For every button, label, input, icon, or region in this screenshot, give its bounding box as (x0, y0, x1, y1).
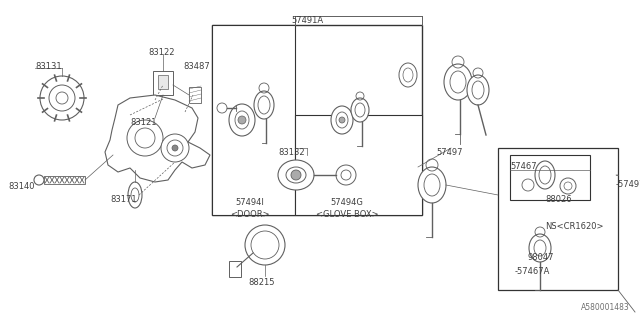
Circle shape (245, 225, 285, 265)
Circle shape (161, 134, 189, 162)
Text: -57467A: -57467A (515, 267, 550, 276)
Bar (153, 71, 173, 95)
Circle shape (172, 145, 178, 151)
Circle shape (339, 117, 345, 123)
Bar (189, 87, 201, 103)
Text: 83140: 83140 (8, 182, 35, 191)
Ellipse shape (331, 106, 353, 134)
Circle shape (560, 178, 576, 194)
Bar (498, 148, 618, 290)
Bar (44, 176, 85, 184)
Ellipse shape (128, 182, 142, 208)
Ellipse shape (278, 160, 314, 190)
Circle shape (135, 128, 155, 148)
Text: 88026: 88026 (545, 195, 572, 204)
Text: 83121: 83121 (130, 118, 157, 127)
Circle shape (167, 140, 183, 156)
Circle shape (56, 92, 68, 104)
Ellipse shape (535, 161, 555, 189)
Ellipse shape (336, 112, 348, 128)
Ellipse shape (336, 165, 356, 185)
Text: 83131: 83131 (35, 62, 61, 71)
Ellipse shape (529, 234, 551, 262)
Circle shape (291, 170, 301, 180)
Bar (510, 155, 590, 200)
Ellipse shape (399, 63, 417, 87)
Bar (229, 261, 241, 277)
Circle shape (217, 103, 227, 113)
Circle shape (49, 85, 75, 111)
Ellipse shape (351, 98, 369, 122)
Circle shape (34, 175, 44, 185)
Circle shape (127, 120, 163, 156)
Text: 83122: 83122 (148, 48, 175, 57)
Text: 57467: 57467 (510, 162, 536, 171)
Bar (212, 25, 422, 215)
Text: 88215: 88215 (248, 278, 275, 287)
Ellipse shape (229, 104, 255, 136)
Ellipse shape (418, 167, 446, 203)
Text: 83171: 83171 (110, 195, 136, 204)
Bar (212, 25, 295, 215)
Ellipse shape (286, 167, 306, 183)
Text: 98047: 98047 (528, 253, 554, 262)
Circle shape (522, 179, 534, 191)
Text: 83487: 83487 (183, 62, 210, 71)
Bar (295, 115, 422, 215)
Ellipse shape (254, 91, 274, 119)
Text: -57497A: -57497A (616, 180, 640, 189)
Text: 83132: 83132 (278, 148, 305, 157)
Bar (158, 75, 168, 89)
Ellipse shape (444, 64, 472, 100)
Circle shape (238, 116, 246, 124)
Ellipse shape (235, 111, 249, 129)
PathPatch shape (105, 95, 210, 182)
Text: 57497: 57497 (436, 148, 463, 157)
Text: <DOOR>: <DOOR> (230, 210, 270, 219)
Text: 57494I: 57494I (236, 198, 264, 207)
Text: <GLOVE BOX>: <GLOVE BOX> (316, 210, 378, 219)
Text: 57491A: 57491A (291, 16, 323, 25)
Circle shape (40, 76, 84, 120)
Text: NS<CR1620>: NS<CR1620> (545, 222, 604, 231)
Ellipse shape (467, 75, 489, 105)
Text: 57494G: 57494G (331, 198, 364, 207)
Text: A580001483: A580001483 (581, 303, 630, 312)
